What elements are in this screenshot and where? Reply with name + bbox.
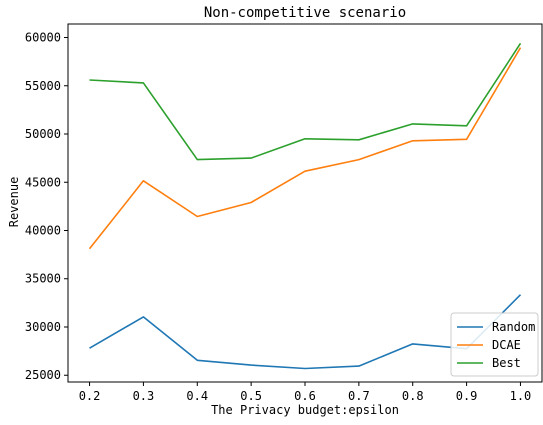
y-tick-label: 35000 (25, 272, 61, 286)
x-tick-label: 0.6 (294, 389, 316, 403)
x-axis-ticks: 0.2 0.3 0.4 0.5 0.6 0.7 0.8 0.9 1.0 (79, 382, 532, 403)
chart-title: Non-competitive scenario (204, 5, 406, 21)
x-tick-label: 0.5 (240, 389, 262, 403)
series-line-random (89, 294, 522, 370)
x-tick-label: 0.2 (79, 389, 101, 403)
y-tick-label: 45000 (25, 175, 61, 189)
y-tick-label: 25000 (25, 368, 61, 382)
x-tick-label: 0.8 (402, 389, 424, 403)
legend-label-random: Random (492, 320, 535, 334)
legend-box (450, 312, 539, 377)
y-tick-label: 30000 (25, 320, 61, 334)
series-lines (88, 42, 522, 370)
series-line-best (89, 42, 522, 161)
x-axis-label: The Privacy budget:epsilon (211, 403, 399, 417)
y-tick-label: 50000 (25, 127, 61, 141)
x-tick-label: 1.0 (510, 389, 532, 403)
y-axis-label: Revenue (7, 177, 21, 228)
y-tick-label: 60000 (25, 31, 61, 45)
series-line-dcae (88, 47, 522, 250)
y-tick-label: 55000 (25, 79, 61, 93)
legend: Random DCAE Best (450, 312, 539, 377)
y-axis-ticks: 25000 30000 35000 40000 45000 50000 55000 60000 (25, 31, 68, 382)
x-tick-label: 0.7 (348, 389, 370, 403)
x-tick-label: 0.4 (186, 389, 208, 403)
x-tick-label: 0.9 (456, 389, 478, 403)
y-tick-label: 40000 (25, 224, 61, 238)
legend-label-best: Best (492, 356, 521, 370)
legend-label-dcae: DCAE (492, 338, 521, 352)
x-tick-label: 0.3 (133, 389, 155, 403)
